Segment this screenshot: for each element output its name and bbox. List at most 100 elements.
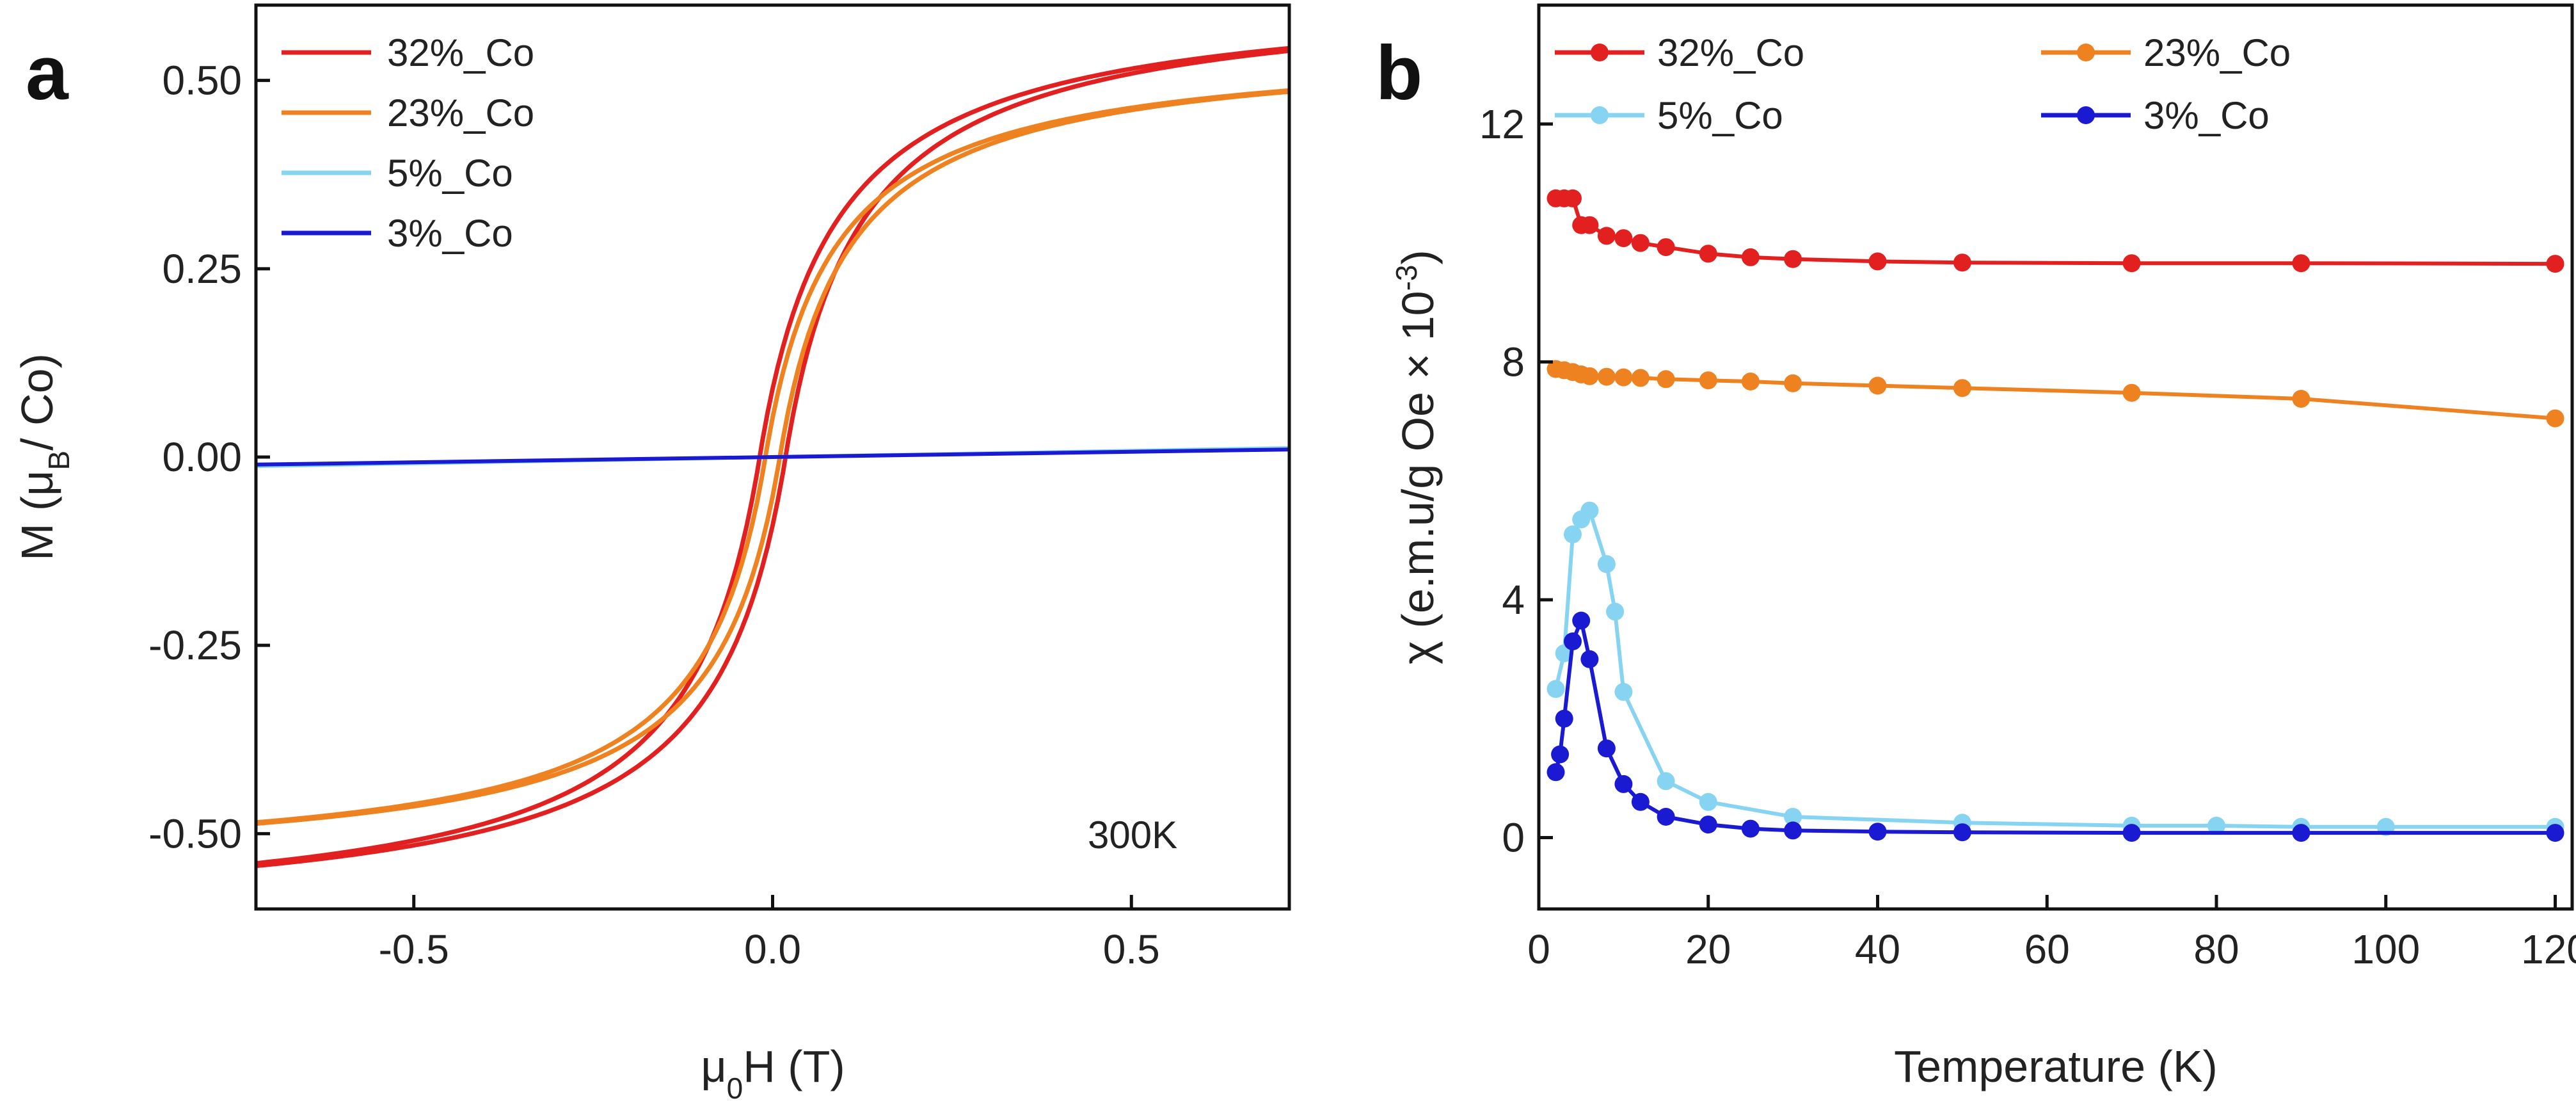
panel-a-series-32pct-Co	[256, 45, 1289, 869]
data-point	[1784, 374, 1802, 392]
data-point	[1580, 367, 1599, 385]
data-point	[2207, 816, 2225, 835]
data-point	[1580, 650, 1599, 668]
data-point	[1564, 525, 1582, 543]
y-tick-label: -0.25	[148, 622, 242, 668]
panel-b-xlabel: Temperature (K)	[1894, 1041, 2218, 1091]
data-point	[1953, 823, 1971, 842]
data-point	[1657, 370, 1675, 389]
y-tick-label: 0	[1502, 815, 1525, 861]
data-point	[1868, 376, 1887, 395]
data-point	[1597, 555, 1616, 574]
hysteresis-branch	[256, 88, 1289, 825]
magnetization-line	[256, 447, 1289, 467]
data-point	[1741, 373, 1760, 390]
data-point	[1657, 808, 1675, 826]
data-point	[1614, 682, 1633, 701]
data-point	[2546, 255, 2564, 273]
legend-marker	[1591, 106, 1609, 124]
panel-b-series-3pct-Co	[1546, 611, 2564, 842]
legend-label: 3%_Co	[387, 212, 513, 255]
legend-marker	[2077, 44, 2095, 61]
data-point	[1631, 792, 1650, 811]
x-tick-label: 80	[2193, 926, 2239, 972]
x-tick-label: 0	[1527, 926, 1550, 972]
panel-a-letter: a	[26, 30, 69, 116]
panel-b-ylabel: χ (e.m.u/g Oe × 10-3)	[1390, 250, 1443, 664]
x-tick-label: 60	[2024, 926, 2070, 972]
data-point	[1564, 632, 1582, 650]
data-point	[1699, 245, 1717, 263]
data-point	[1868, 823, 1887, 841]
panel-a-ylabel: M (μB/ Co)	[12, 353, 76, 561]
data-point	[1580, 216, 1599, 234]
y-tick-label: 0.50	[162, 58, 242, 104]
data-point	[1699, 371, 1717, 390]
data-point	[1546, 680, 1565, 698]
data-point	[1614, 775, 1633, 793]
data-point	[2122, 383, 2141, 402]
data-point	[2546, 824, 2564, 842]
legend-label: 3%_Co	[2143, 94, 2270, 137]
data-point	[1597, 227, 1616, 245]
data-point	[1614, 368, 1633, 387]
data-point	[2292, 824, 2310, 842]
legend-label: 5%_Co	[387, 152, 513, 195]
data-point	[1741, 819, 1760, 838]
data-point	[1631, 234, 1650, 252]
panel-b-frame	[1537, 3, 2574, 911]
panel-b-letter: b	[1376, 30, 1422, 116]
data-point	[1551, 745, 1570, 764]
hysteresis-branch	[256, 89, 1289, 826]
x-tick-label: 100	[2351, 926, 2420, 972]
panel-b-series-layer	[1546, 189, 2564, 842]
panel-b-ticks: 0 20 40 60 80 100 120 0 4 8 12	[1479, 101, 2576, 972]
data-point	[1784, 821, 1802, 840]
data-point	[1546, 763, 1565, 782]
y-tick-label: 4	[1502, 577, 1525, 623]
legend-marker	[2077, 106, 2095, 124]
data-point	[1580, 501, 1599, 520]
legend-label: 32%_Co	[1657, 31, 1804, 74]
panel-b-series-5pct-Co	[1546, 501, 2564, 836]
susceptibility-line	[1554, 614, 2556, 835]
hysteresis-branch	[256, 48, 1289, 869]
y-tick-label: 8	[1502, 339, 1525, 385]
panel-b-legend: 32%_Co 23%_Co 5%_Co 3%_Co	[1555, 31, 2291, 137]
y-tick-label: -0.50	[148, 810, 242, 856]
data-point	[1741, 248, 1760, 266]
panel-a-legend: 32%_Co 23%_Co 5%_Co 3%_Co	[282, 31, 534, 255]
data-point	[1555, 709, 1573, 728]
y-tick-label: 0.00	[162, 434, 242, 480]
susceptibility-line	[1554, 506, 2556, 829]
legend-label: 23%_Co	[387, 92, 534, 134]
x-tick-label: 0.5	[1103, 926, 1160, 972]
hysteresis-branch	[256, 45, 1289, 866]
data-point	[2122, 824, 2141, 842]
legend-label: 5%_Co	[1657, 94, 1783, 137]
y-tick-label: 12	[1479, 101, 1525, 147]
data-point	[1699, 792, 1717, 811]
panel-a-hysteresis: a -0.5 0.0 0.5-0.50-0.250.000.250.50 300K …	[12, 3, 1291, 1101]
data-point	[1657, 238, 1675, 257]
panel-a-series-layer	[256, 45, 1289, 869]
x-tick-label: 40	[1855, 926, 1900, 972]
legend-label: 23%_Co	[2143, 31, 2291, 74]
data-point	[1784, 808, 1802, 826]
panel-b-series-32pct-Co	[1546, 189, 2564, 273]
panel-a-series-3pct-Co	[256, 447, 1289, 467]
data-point	[1699, 816, 1717, 834]
data-point	[1953, 379, 1971, 398]
data-point	[1953, 253, 1971, 272]
x-tick-label: -0.5	[379, 926, 449, 972]
data-point	[2292, 254, 2310, 273]
data-point	[1784, 250, 1802, 268]
y-tick-label: 0.25	[162, 246, 242, 292]
data-point	[1597, 739, 1616, 758]
legend-label: 32%_Co	[387, 31, 534, 74]
data-point	[1631, 369, 1650, 387]
x-tick-label: 0.0	[744, 926, 801, 972]
panel-a-ticks: -0.5 0.0 0.5 -0.50 -0.25 0.00 0.25 0.50	[148, 58, 1160, 972]
panel-b-susceptibility: b 0 20 40 60 80 100 120 0 4 8 12 32%_Co 23%_Co 5%_Co…	[1376, 3, 2576, 1091]
